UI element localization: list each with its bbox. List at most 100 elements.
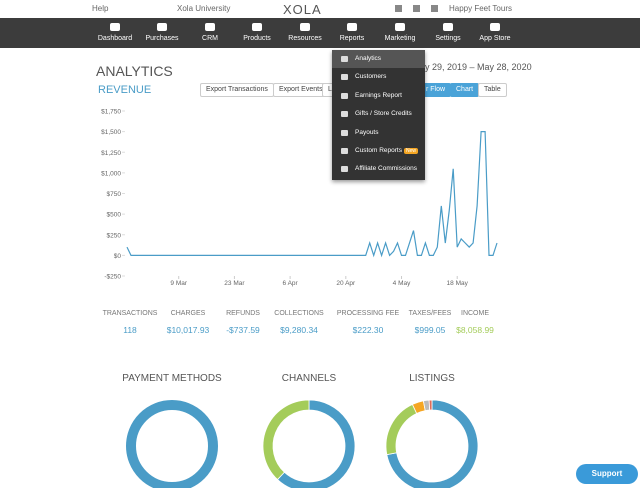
nav-item[interactable]: App Store (465, 18, 525, 42)
menu-label: Analytics (355, 55, 382, 62)
nav-icon (347, 23, 357, 31)
new-badge: New (403, 147, 418, 154)
university-link[interactable]: Xola University (177, 4, 231, 13)
calendar-icon[interactable] (413, 5, 420, 12)
stat-label: CHARGES (170, 310, 206, 317)
nav-icon (110, 23, 120, 31)
cart-icon[interactable] (395, 5, 402, 12)
x-tick-label: 4 May (393, 280, 411, 287)
nav-icon (395, 23, 405, 31)
stat-value: $222.30 (352, 325, 384, 335)
pie-title: CHANNELS (282, 373, 337, 384)
nav-label: Purchases (145, 35, 179, 42)
section-title: REVENUE (98, 84, 152, 96)
nav-bar: Dashboard Purchases CRM Products Resources Re… (0, 18, 640, 48)
y-tick-label: $500 (107, 212, 122, 219)
stat-value: $9,280.34 (280, 325, 318, 335)
menu-item[interactable]: Analytics (332, 50, 425, 69)
reports-menu: Analytics Customers Earnings Report Gifts /… (332, 50, 425, 180)
nav-label: Settings (435, 35, 461, 42)
nav-label: Reports (339, 35, 365, 42)
x-tick-label: 23 Mar (224, 280, 245, 287)
stat-label: INCOME (461, 310, 489, 317)
nav-item[interactable]: Marketing (370, 18, 430, 42)
nav-label: Resources (288, 35, 322, 42)
y-tick-label: $750 (107, 191, 122, 198)
menu-icon (341, 129, 348, 136)
nav-icon (205, 23, 215, 31)
menu-item[interactable]: Payouts (332, 124, 425, 142)
y-tick-label: $1,500 (101, 129, 121, 136)
logo[interactable]: XOLA (283, 2, 322, 17)
nav-label: Products (243, 35, 271, 42)
pie-slice (126, 400, 218, 488)
nav-item[interactable]: Resources (275, 18, 335, 42)
view-button[interactable]: Table (478, 83, 507, 97)
nav-label: App Store (479, 35, 511, 42)
x-tick-label: 9 Mar (170, 280, 187, 287)
nav-icon (443, 23, 453, 31)
stat-value: 118 (123, 325, 137, 335)
nav-item[interactable]: CRM (180, 18, 240, 42)
support-button[interactable]: Support (576, 464, 638, 484)
nav-item[interactable]: Reports (322, 18, 382, 42)
top-bar: Help Xola University XOLA Happy Feet Tou… (0, 0, 640, 18)
help-link[interactable]: Help (92, 4, 109, 13)
nav-item[interactable]: Products (227, 18, 287, 42)
revenue-line (126, 131, 498, 258)
menu-label: Payouts (355, 128, 379, 136)
menu-item[interactable]: Affiliate Commissions (332, 160, 425, 178)
menu-label: Gifts / Store Credits (355, 110, 412, 118)
pie-slice (428, 399, 433, 411)
stat-label: REFUNDS (226, 310, 260, 317)
nav-icon (490, 23, 500, 31)
nav-label: CRM (202, 35, 218, 42)
stat-value: $8,058.99 (456, 325, 494, 335)
menu-item[interactable]: Gifts / Store Credits (332, 105, 425, 123)
y-tick-label: $250 (107, 232, 122, 239)
bell-icon[interactable] (431, 5, 438, 12)
nav-icon (252, 23, 262, 31)
nav-item[interactable]: Purchases (132, 18, 192, 42)
menu-item[interactable]: Customers (332, 68, 425, 86)
account-menu[interactable]: Happy Feet Tours (449, 4, 512, 13)
pie-title: LISTINGS (409, 373, 455, 384)
stat-value: $10,017.93 (166, 325, 210, 335)
menu-icon (341, 56, 348, 62)
pie-slice (385, 403, 418, 456)
menu-label: Affiliate Commissions (355, 165, 418, 173)
menu-label: Custom Reports (355, 146, 402, 154)
x-tick-label: 6 Apr (283, 280, 299, 287)
stat-label: COLLECTIONS (274, 310, 324, 317)
pie-title: PAYMENT METHODS (122, 373, 222, 384)
menu-icon (341, 111, 348, 118)
stat-value: $999.05 (414, 325, 446, 335)
x-tick-label: 20 Apr (336, 280, 356, 287)
menu-item[interactable]: Custom Reports New (332, 142, 425, 160)
y-tick-label: $0 (114, 253, 122, 260)
x-tick-label: 18 May (447, 280, 469, 287)
menu-icon (341, 74, 348, 81)
nav-icon (157, 23, 167, 31)
menu-icon (341, 147, 348, 154)
nav-item[interactable]: Dashboard (85, 18, 145, 42)
menu-item[interactable]: Earnings Report (332, 87, 425, 105)
page-title: ANALYTICS (96, 63, 173, 79)
menu-label: Earnings Report (355, 91, 402, 99)
stat-label: TRANSACTIONS (102, 310, 158, 317)
nav-icon (300, 23, 310, 31)
y-tick-label: $1,750 (101, 109, 121, 116)
y-tick-label: $1,000 (101, 170, 121, 177)
y-tick-label: -$250 (104, 274, 121, 281)
stat-label: TAXES/FEES (408, 310, 452, 317)
y-tick-label: $1,250 (101, 150, 121, 157)
nav-item[interactable]: Settings (418, 18, 478, 42)
menu-icon (341, 166, 348, 173)
date-range[interactable]: y 29, 2019 – May 28, 2020 (425, 62, 532, 72)
menu-label: Customers (355, 73, 387, 81)
nav-label: Dashboard (97, 35, 133, 42)
pie-slice (262, 399, 310, 481)
menu-icon (341, 92, 348, 99)
